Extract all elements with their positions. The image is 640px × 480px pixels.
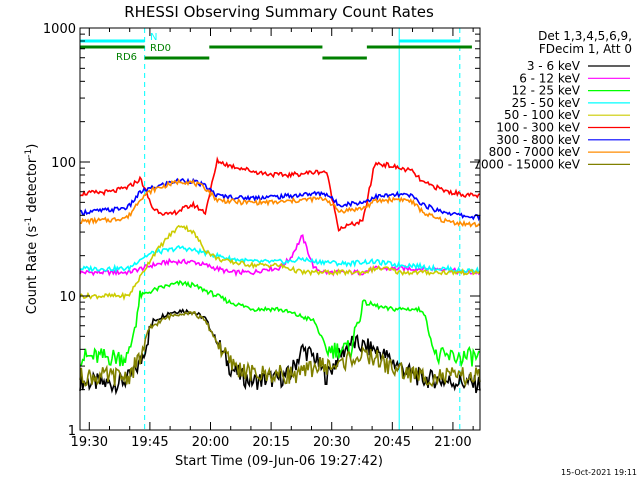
series-line-2 xyxy=(79,279,481,369)
y-axis: 1 10 100 1000 xyxy=(43,22,480,439)
y-axis-label-sup1: -1 xyxy=(24,217,34,226)
legend-label: 800 - 7000 keV xyxy=(489,145,581,159)
y-axis-label: Count Rate (s-1 detector-1) xyxy=(24,144,40,315)
y-tick-label: 10 xyxy=(59,290,76,305)
flag-label-rd0: RD0 xyxy=(150,43,171,54)
y-axis-label-part1: Count Rate (s xyxy=(25,226,40,315)
x-tick-label: 20:45 xyxy=(374,435,411,450)
y-axis-label-part3: ) xyxy=(25,144,40,149)
series-line-4 xyxy=(79,224,481,301)
legend-label: 6 - 12 keV xyxy=(519,71,581,85)
legend-label: 3 - 6 keV xyxy=(527,59,581,73)
legend: Det 1,3,4,5,6,9, FDecim 1, Att 0 3 - 6 k… xyxy=(473,29,632,171)
y-tick-label: 100 xyxy=(51,156,76,171)
series-line-7 xyxy=(80,178,481,228)
footer-date: 15-Oct-2021 19:11 xyxy=(561,468,637,477)
flag-label-rd6: RD6 xyxy=(116,52,137,63)
plot-frame xyxy=(79,27,481,431)
x-tick-label: 19:45 xyxy=(131,435,168,450)
legend-label: 300 - 800 keV xyxy=(496,133,580,147)
y-tick-label: 1000 xyxy=(43,22,76,37)
legend-label: 100 - 300 keV xyxy=(496,121,580,135)
y-axis-label-part2: detector xyxy=(25,157,40,217)
x-axis-label: Start Time (09-Jun-06 19:27:42) xyxy=(175,454,383,469)
series-line-8 xyxy=(79,310,481,388)
x-axis: 19:30 19:45 20:00 20:15 20:30 20:45 21:00 xyxy=(71,28,474,450)
series-line-6 xyxy=(79,177,481,222)
legend-label: 12 - 25 keV xyxy=(512,84,581,98)
x-tick-label: 19:30 xyxy=(71,435,108,450)
legend-header-line2: FDecim 1, Att 0 xyxy=(539,42,632,56)
y-axis-label-sup2: -1 xyxy=(24,149,34,158)
legend-label: 25 - 50 keV xyxy=(512,96,581,110)
x-tick-label: 20:30 xyxy=(313,435,350,450)
y-tick-label: 1 xyxy=(68,424,76,439)
legend-label: 50 - 100 keV xyxy=(504,108,581,122)
x-tick-label: 20:15 xyxy=(252,435,289,450)
series-line-3 xyxy=(79,245,481,274)
flag-label-n: N xyxy=(150,32,157,43)
x-tick-label: 20:00 xyxy=(192,435,229,450)
legend-header-line1: Det 1,3,4,5,6,9, xyxy=(538,29,632,43)
x-tick-label: 21:00 xyxy=(434,435,471,450)
legend-label: 7000 - 15000 keV xyxy=(473,157,580,171)
chart-title: RHESSI Observing Summary Count Rates xyxy=(124,3,434,21)
